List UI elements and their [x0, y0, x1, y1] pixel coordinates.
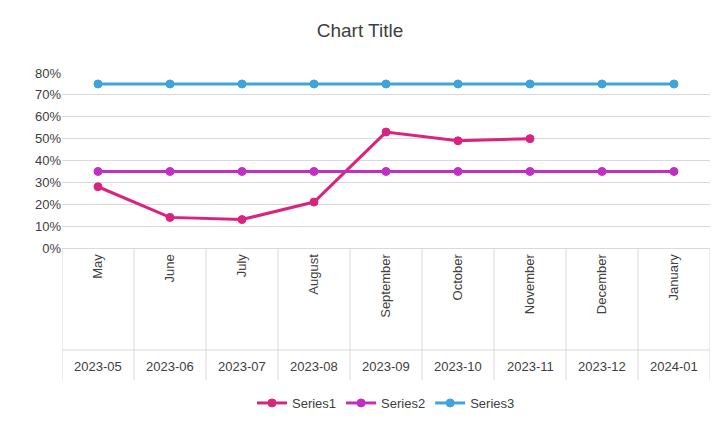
svg-text:November: November	[522, 254, 537, 315]
svg-text:2023-07: 2023-07	[218, 359, 266, 374]
svg-text:2023-12: 2023-12	[578, 359, 626, 374]
svg-text:20%: 20%	[35, 197, 61, 212]
svg-text:September: September	[378, 254, 393, 318]
svg-text:0%: 0%	[42, 241, 61, 256]
svg-text:2023-08: 2023-08	[290, 359, 338, 374]
svg-text:2023-11: 2023-11	[507, 359, 554, 374]
svg-text:10%: 10%	[35, 219, 61, 234]
svg-text:December: December	[594, 254, 609, 315]
svg-text:40%: 40%	[35, 153, 61, 168]
svg-text:Series2: Series2	[381, 396, 425, 411]
svg-text:50%: 50%	[35, 131, 61, 146]
svg-text:June: June	[162, 254, 177, 282]
svg-text:2023-05: 2023-05	[74, 359, 122, 374]
svg-text:January: January	[666, 254, 681, 301]
svg-text:October: October	[450, 254, 465, 301]
svg-text:May: May	[90, 254, 105, 279]
svg-text:Chart Title: Chart Title	[317, 20, 404, 41]
svg-text:2023-09: 2023-09	[362, 359, 410, 374]
svg-text:July: July	[234, 254, 249, 278]
svg-text:30%: 30%	[35, 175, 61, 190]
svg-text:60%: 60%	[35, 109, 61, 124]
svg-text:August: August	[306, 254, 321, 295]
svg-text:Series1: Series1	[292, 396, 336, 411]
svg-text:80%: 80%	[35, 66, 61, 81]
svg-text:70%: 70%	[35, 87, 61, 102]
svg-text:2023-10: 2023-10	[434, 359, 482, 374]
svg-text:2023-06: 2023-06	[146, 359, 194, 374]
svg-text:2024-01: 2024-01	[650, 359, 698, 374]
svg-text:Series3: Series3	[470, 396, 514, 411]
